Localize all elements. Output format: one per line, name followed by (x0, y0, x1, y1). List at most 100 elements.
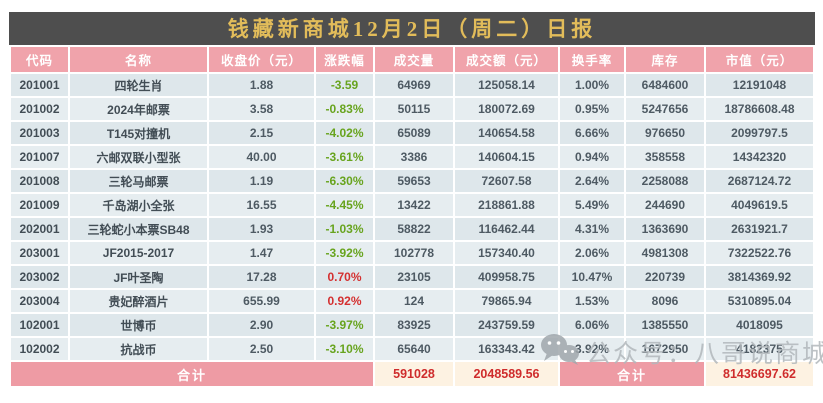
cell-inventory: 1385550 (626, 314, 704, 336)
cell-close-price: 3.58 (209, 98, 314, 120)
cell-turnover: 218861.88 (455, 194, 558, 216)
cell-volume: 124 (375, 290, 453, 312)
cell-turnover: 116462.44 (455, 218, 558, 240)
cell-code: 203004 (11, 290, 68, 312)
cell-market-value: 18786608.48 (706, 98, 813, 120)
cell-inventory: 2258088 (626, 170, 704, 192)
col-header-market-value: 市值（元） (706, 47, 813, 72)
cell-turnover-rate: 1.53% (560, 290, 624, 312)
col-header-close-price: 收盘价（元） (209, 47, 314, 72)
header-row: 代码 名称 收盘价（元） 涨跌幅 成交量 成交额（元） 换手率 库存 市值（元） (11, 47, 813, 72)
total-label-right: 合计 (560, 362, 704, 386)
col-header-code: 代码 (11, 47, 68, 72)
cell-close-price: 1.47 (209, 242, 314, 264)
table-row: 201007 六邮双联小型张 40.00 -3.61% 3386 140604.15 0.9… (11, 146, 813, 168)
cell-code: 201008 (11, 170, 68, 192)
total-turnover: 2048589.56 (455, 362, 558, 386)
table-row: 102002 抗战币 2.50 -3.10% 65640 163343.42 3.92% 16… (11, 338, 813, 360)
cell-market-value: 2631921.7 (706, 218, 813, 240)
table-row: 201003 T145对撞机 2.15 -4.02% 65089 140654.58 6.6… (11, 122, 813, 144)
cell-volume: 50115 (375, 98, 453, 120)
cell-volume: 65089 (375, 122, 453, 144)
table-row: 203001 JF2015-2017 1.47 -3.92% 102778 157340.… (11, 242, 813, 264)
cell-name: 2024年邮票 (70, 98, 207, 120)
table-row: 201002 2024年邮票 3.58 -0.83% 50115 180072.69 0.9… (11, 98, 813, 120)
cell-turnover-rate: 10.47% (560, 266, 624, 288)
table-row: 202001 三轮蛇小本票SB48 1.93 -1.03% 58822 116462.44… (11, 218, 813, 240)
col-header-turnover: 成交额（元） (455, 47, 558, 72)
cell-turnover: 72607.58 (455, 170, 558, 192)
cell-name: 贵妃醉酒片 (70, 290, 207, 312)
cell-change: -3.10% (316, 338, 373, 360)
cell-code: 201007 (11, 146, 68, 168)
cell-change: -6.30% (316, 170, 373, 192)
table-row: 201009 千岛湖小全张 16.55 -4.45% 13422 218861.88 5.4… (11, 194, 813, 216)
col-header-name: 名称 (70, 47, 207, 72)
table-footer: 合计 591028 2048589.56 合计 81436697.62 (11, 362, 813, 386)
cell-code: 201001 (11, 74, 68, 96)
col-header-inventory: 库存 (626, 47, 704, 72)
col-header-turnover-rate: 换手率 (560, 47, 624, 72)
cell-market-value: 2099797.5 (706, 122, 813, 144)
cell-volume: 65640 (375, 338, 453, 360)
col-header-volume: 成交量 (375, 47, 453, 72)
cell-close-price: 1.19 (209, 170, 314, 192)
cell-change: -4.02% (316, 122, 373, 144)
cell-volume: 23105 (375, 266, 453, 288)
cell-turnover: 140604.15 (455, 146, 558, 168)
cell-name: 抗战币 (70, 338, 207, 360)
cell-code: 102001 (11, 314, 68, 336)
total-market-value: 81436697.62 (706, 362, 813, 386)
cell-turnover: 243759.59 (455, 314, 558, 336)
cell-inventory: 244690 (626, 194, 704, 216)
cell-turnover: 157340.40 (455, 242, 558, 264)
cell-turnover-rate: 6.06% (560, 314, 624, 336)
cell-inventory: 976650 (626, 122, 704, 144)
cell-name: 世博币 (70, 314, 207, 336)
cell-volume: 59653 (375, 170, 453, 192)
cell-turnover: 79865.94 (455, 290, 558, 312)
cell-close-price: 40.00 (209, 146, 314, 168)
cell-inventory: 8096 (626, 290, 704, 312)
cell-name: T145对撞机 (70, 122, 207, 144)
cell-code: 202001 (11, 218, 68, 240)
cell-turnover-rate: 5.49% (560, 194, 624, 216)
cell-change: -3.59 (316, 74, 373, 96)
cell-change: 0.70% (316, 266, 373, 288)
cell-market-value: 14342320 (706, 146, 813, 168)
cell-close-price: 2.15 (209, 122, 314, 144)
cell-code: 201002 (11, 98, 68, 120)
cell-market-value: 12191048 (706, 74, 813, 96)
cell-change: -3.97% (316, 314, 373, 336)
cell-inventory: 220739 (626, 266, 704, 288)
table-body: 201001 四轮生肖 1.88 -3.59 64969 125058.14 1.00% 64… (11, 74, 813, 360)
total-volume: 591028 (375, 362, 453, 386)
cell-inventory: 4981308 (626, 242, 704, 264)
cell-close-price: 1.93 (209, 218, 314, 240)
col-header-change: 涨跌幅 (316, 47, 373, 72)
market-table: 代码 名称 收盘价（元） 涨跌幅 成交量 成交额（元） 换手率 库存 市值（元）… (9, 45, 815, 388)
cell-code: 102002 (11, 338, 68, 360)
cell-turnover: 163343.42 (455, 338, 558, 360)
cell-volume: 13422 (375, 194, 453, 216)
table-row: 201008 三轮马邮票 1.19 -6.30% 59653 72607.58 2.64% 2… (11, 170, 813, 192)
cell-code: 203002 (11, 266, 68, 288)
cell-inventory: 358558 (626, 146, 704, 168)
cell-inventory: 1672950 (626, 338, 704, 360)
cell-name: 四轮生肖 (70, 74, 207, 96)
cell-change: -4.45% (316, 194, 373, 216)
cell-market-value: 4018095 (706, 314, 813, 336)
cell-turnover-rate: 1.00% (560, 74, 624, 96)
cell-code: 203001 (11, 242, 68, 264)
total-row: 合计 591028 2048589.56 合计 81436697.62 (11, 362, 813, 386)
cell-volume: 58822 (375, 218, 453, 240)
cell-turnover: 180072.69 (455, 98, 558, 120)
cell-turnover-rate: 6.66% (560, 122, 624, 144)
cell-close-price: 2.50 (209, 338, 314, 360)
cell-volume: 64969 (375, 74, 453, 96)
cell-name: 六邮双联小型张 (70, 146, 207, 168)
cell-name: 千岛湖小全张 (70, 194, 207, 216)
cell-name: 三轮马邮票 (70, 170, 207, 192)
cell-market-value: 3814369.92 (706, 266, 813, 288)
cell-change: -1.03% (316, 218, 373, 240)
